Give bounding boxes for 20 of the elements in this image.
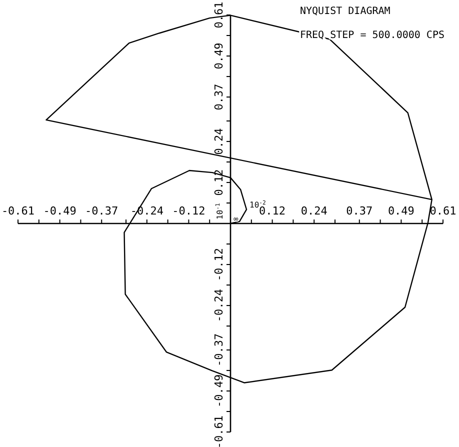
y-tick-label: 0.24: [212, 128, 226, 155]
y-tick-label: 0.37: [212, 84, 226, 110]
y-tick-label: -0.24: [212, 288, 226, 322]
y-tick-label: 0.61: [212, 2, 226, 28]
x-tick-label: 0.61: [430, 204, 456, 218]
y-tick-label: 0.12: [212, 169, 226, 196]
y-tick-label: -0.61: [212, 415, 226, 447]
chart-title: NYQUIST DIAGRAM: [300, 6, 390, 17]
y-tick-label: -0.49: [212, 374, 226, 408]
y-tick-label: -0.37: [212, 333, 226, 367]
x-tick-label: -0.49: [43, 204, 76, 218]
x-tick-label: 0.37: [346, 204, 373, 218]
y-tick-label: 0.49: [212, 42, 226, 70]
y-tick-label: -0.12: [212, 248, 226, 282]
x-tick-label: 0.24: [300, 204, 328, 218]
x-tick-label: 0.49: [388, 204, 414, 218]
x-tick-label: -0.37: [85, 204, 118, 218]
annotation: ∞: [234, 214, 238, 224]
x-tick-label: -0.12: [172, 204, 206, 218]
x-tick-label: -0.61: [1, 204, 35, 218]
